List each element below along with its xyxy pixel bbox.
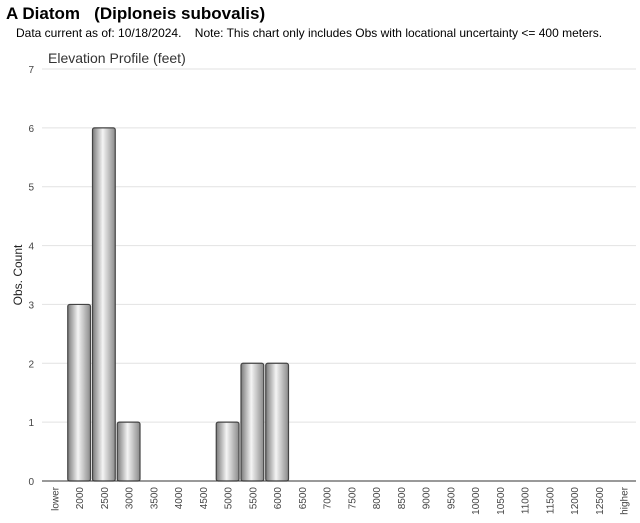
x-tick-label: 2000 [75, 487, 86, 510]
x-tick-label: 5000 [224, 487, 235, 510]
y-tick-label: 3 [28, 300, 34, 311]
x-tick-label: 9000 [422, 487, 433, 510]
bar [116, 421, 141, 482]
x-tick-label: 12500 [595, 487, 606, 515]
bar [265, 362, 290, 482]
x-tick-label: 5500 [248, 487, 259, 510]
x-tick-labels: lower 2000 2500 3000 3500 4000 4500 5000 5500 600… [50, 486, 630, 514]
x-tick-label: 6000 [273, 487, 284, 510]
y-tick-label: 1 [28, 418, 34, 429]
x-tick-label: lower [50, 486, 61, 511]
y-tick-label: 6 [28, 124, 34, 135]
x-tick-label: 12000 [570, 487, 581, 515]
page-title: A Diatom (Diploneis subovalis) [6, 4, 266, 23]
bars [67, 127, 290, 482]
y-tick-label: 0 [28, 477, 34, 488]
x-tick-label: 4000 [174, 487, 185, 510]
x-tick-label: 7000 [323, 487, 334, 510]
x-tick-label: 8500 [397, 487, 408, 510]
y-axis-label: Obs. Count [11, 244, 25, 305]
bar [215, 421, 240, 482]
x-tick-label: 9500 [446, 487, 457, 510]
x-tick-label: 10000 [471, 487, 482, 515]
x-tick-label: 8000 [372, 487, 383, 510]
x-tick-label: 7500 [347, 487, 358, 510]
grid-lines [42, 68, 636, 423]
x-tick-label: 11500 [545, 487, 556, 515]
y-tick-labels: 0 1 2 3 4 5 6 7 [28, 65, 34, 488]
bar [240, 362, 265, 482]
y-tick-label: 4 [28, 242, 34, 253]
x-tick-label: 10500 [496, 487, 507, 515]
bar [67, 303, 92, 482]
x-tick-label: 6500 [298, 487, 309, 510]
data-note: Data current as of: 10/18/2024. Note: Th… [16, 26, 603, 40]
x-tick-label: 11000 [521, 487, 532, 515]
x-tick-label: 3500 [149, 487, 160, 510]
x-tick-label: 3000 [125, 487, 136, 510]
y-tick-label: 2 [28, 359, 34, 370]
x-tick-label: 4500 [199, 487, 210, 510]
bar [91, 127, 116, 482]
x-tick-label: higher [620, 486, 631, 514]
chart-title: Elevation Profile (feet) [48, 50, 186, 66]
y-tick-label: 5 [28, 183, 34, 194]
x-tick-label: 2500 [100, 487, 111, 510]
y-tick-label: 7 [28, 65, 34, 76]
